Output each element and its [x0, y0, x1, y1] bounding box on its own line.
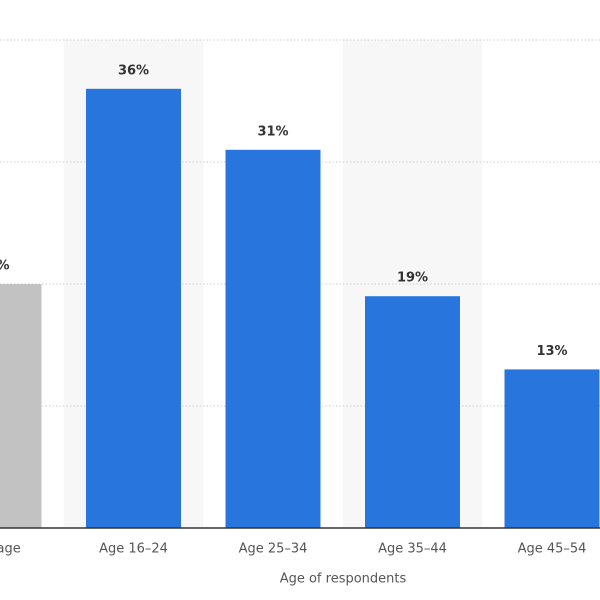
bar [225, 149, 321, 529]
value-label: 31% [257, 124, 288, 139]
value-label: 20% [0, 259, 10, 274]
x-tick-label: Age 45–54 [518, 542, 587, 557]
value-label: 36% [118, 63, 149, 78]
x-tick-label: Age 35–44 [378, 542, 447, 557]
bar [86, 88, 181, 529]
value-label: 13% [536, 344, 567, 359]
bar [365, 296, 460, 528]
bar [504, 369, 600, 528]
bar [0, 284, 42, 528]
x-tick-label: Age 25–34 [239, 542, 308, 557]
value-label: 19% [397, 271, 428, 286]
x-tick-label: Average [0, 542, 21, 557]
x-axis-title: Age of respondents [280, 572, 407, 587]
x-tick-label: Age 16–24 [99, 542, 168, 557]
